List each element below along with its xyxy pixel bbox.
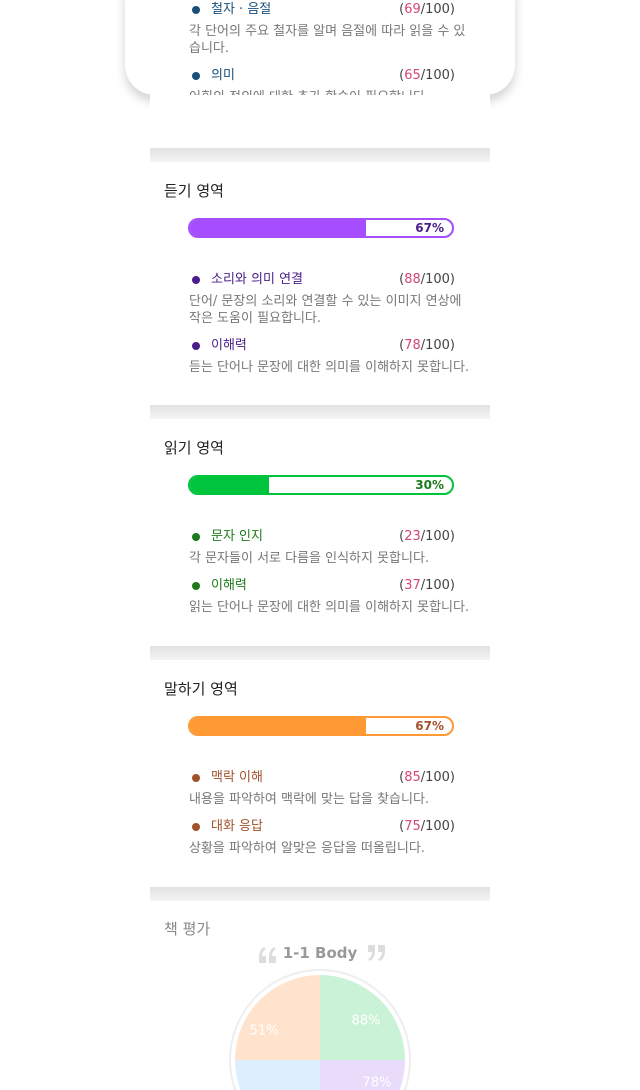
item-title: 맥락 이해: [211, 770, 263, 785]
score: (69/100): [399, 2, 455, 17]
section-title: 말하기 영역: [164, 680, 238, 698]
score: (78/100): [399, 338, 455, 353]
separator: [150, 405, 490, 419]
section-items: 소리와 의미 연결 (88/100) 단어/ 문장의 소리와 연결할 수 있는 이미…: [189, 271, 469, 386]
card: [125, 0, 515, 95]
score: (75/100): [399, 819, 455, 834]
item-description: 듣는 단어나 문장에 대한 의미를 이해하지 못합니다.: [189, 360, 470, 375]
bullet: [192, 72, 200, 80]
item-title: 문자 인지: [211, 529, 263, 544]
review-title: 책 평가: [164, 920, 211, 938]
section-title: 읽기 영역: [164, 439, 224, 457]
item-row: 대화 응답 (75/100): [189, 818, 455, 836]
section-title: 듣기 영역: [164, 182, 224, 200]
item-description: 읽는 단어나 문장에 대한 의미를 이해하지 못합니다.: [189, 600, 470, 615]
progress-fill: [190, 718, 366, 734]
progress-bar: 67%: [188, 218, 454, 238]
item-row: 소리와 의미 연결 (88/100): [189, 271, 455, 289]
item-row: 의미 (65/100): [189, 67, 455, 85]
separator: [150, 646, 490, 660]
item-title: 대화 응답: [211, 819, 263, 834]
separator: [150, 887, 490, 901]
bullet: [192, 823, 200, 831]
item-row: 맥락 이해 (85/100): [189, 769, 455, 787]
item-description: 각 문자들이 서로 다름을 인식하지 못합니다.: [189, 551, 430, 566]
pie-slice: [320, 1060, 405, 1090]
progress-fill: [190, 477, 269, 493]
bullet: [192, 276, 200, 284]
item-title: 이해력: [211, 338, 247, 353]
item-row: 문자 인지 (23/100): [189, 528, 455, 546]
pie-slice: [320, 975, 405, 1060]
progress-fill: [190, 220, 366, 236]
item-row: 이해력 (78/100): [189, 337, 455, 355]
item-row: 철자 · 음절 (69/100): [189, 1, 455, 19]
slice-label: 78%: [363, 1076, 392, 1090]
item-description: 단어/ 문장의 소리와 연결할 수 있는 이미지 연상에 작은 도움이 필요합니…: [189, 294, 462, 326]
section-items: 문자 인지 (23/100) 각 문자들이 서로 다름을 인식하지 못합니다. 이해력…: [189, 528, 469, 626]
column-bg: [150, 95, 490, 148]
slice-label: 51%: [250, 1024, 279, 1039]
book-title: 1-1 Body: [282, 944, 358, 962]
item-description: 각 단어의 주요 철자를 알며 음절에 따라 읽을 수 있습니다.: [189, 24, 466, 56]
bullet: [192, 6, 200, 14]
item-description: 상황을 파악하여 알맞은 응답을 떠올립니다.: [189, 841, 425, 856]
separator: [150, 148, 490, 162]
item-description: 내용을 파악하여 맥락에 맞는 답을 찾습니다.: [189, 792, 430, 807]
item-title: 소리와 의미 연결: [211, 272, 303, 287]
score: (65/100): [399, 68, 455, 83]
score: (88/100): [399, 272, 455, 287]
bullet: [192, 774, 200, 782]
item-title: 의미: [211, 68, 235, 83]
progress-label: 30%: [415, 478, 444, 492]
bullet: [192, 582, 200, 590]
progress-label: 67%: [415, 719, 444, 733]
progress-bar: 30%: [188, 475, 454, 495]
pie-chart: 51% 88% 78%: [229, 969, 411, 1090]
pie-sector: [235, 1060, 320, 1090]
progress-label: 67%: [415, 221, 444, 235]
item-title: 철자 · 음절: [211, 2, 272, 17]
item-row: 이해력 (37/100): [189, 577, 455, 595]
score: (37/100): [399, 578, 455, 593]
score: (85/100): [399, 770, 455, 785]
score: (23/100): [399, 529, 455, 544]
progress-bar: 67%: [188, 716, 454, 736]
bullet: [192, 533, 200, 541]
pie-slice: [235, 975, 320, 1060]
slice-label: 88%: [352, 1014, 381, 1029]
bullet: [192, 342, 200, 350]
quote-marks: [259, 945, 385, 963]
item-title: 이해력: [211, 578, 247, 593]
section-items: 맥락 이해 (85/100) 내용을 파악하여 맥락에 맞는 답을 찾습니다. 대화 …: [189, 769, 455, 867]
